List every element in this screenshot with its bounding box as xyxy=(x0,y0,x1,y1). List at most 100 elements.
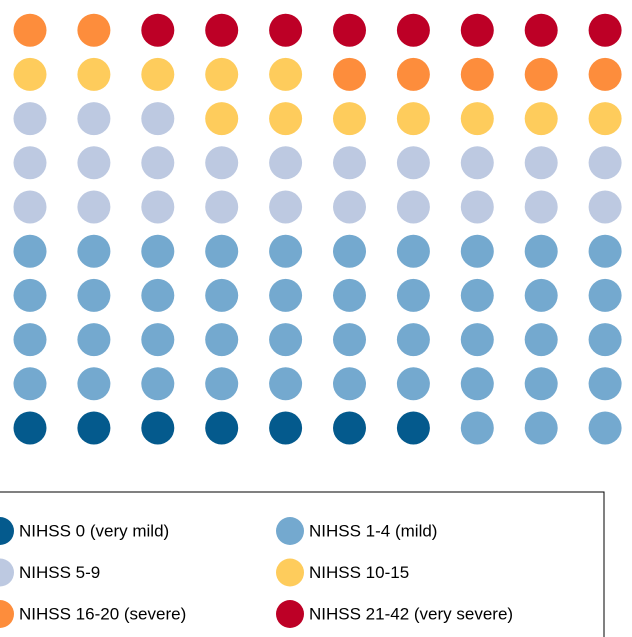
waffle-dot xyxy=(141,146,175,180)
waffle-dot xyxy=(205,102,239,136)
waffle-dot xyxy=(205,278,239,312)
waffle-dot xyxy=(205,146,239,180)
waffle-dot xyxy=(460,323,494,357)
waffle-dot xyxy=(396,367,430,401)
waffle-dot xyxy=(396,13,430,47)
waffle-dot xyxy=(524,323,558,357)
legend-swatch xyxy=(0,517,14,545)
waffle-dot xyxy=(460,190,494,224)
waffle-dot xyxy=(333,411,366,445)
waffle-dot xyxy=(77,13,111,47)
waffle-dot xyxy=(588,13,622,47)
waffle-dot xyxy=(333,57,366,91)
waffle-dot xyxy=(77,367,111,401)
waffle-dot xyxy=(269,102,303,136)
waffle-dot xyxy=(396,323,430,357)
legend-swatch xyxy=(276,558,304,587)
legend-label: NIHSS 21-42 (very severe) xyxy=(309,604,513,623)
waffle-dot xyxy=(524,146,558,180)
waffle-dot xyxy=(77,102,111,136)
waffle-dot xyxy=(396,411,430,445)
waffle-dot xyxy=(77,323,111,357)
waffle-dot xyxy=(269,278,303,312)
waffle-dot xyxy=(13,234,47,268)
waffle-dot xyxy=(588,190,622,224)
waffle-dot xyxy=(588,411,622,445)
waffle-dot xyxy=(13,323,47,357)
waffle-dot xyxy=(141,323,175,357)
waffle-dot xyxy=(13,411,47,445)
waffle-dot xyxy=(13,190,47,224)
waffle-dot xyxy=(460,102,494,136)
waffle-dot xyxy=(13,367,47,401)
waffle-dot xyxy=(588,146,622,180)
waffle-dot xyxy=(141,367,175,401)
legend-swatch xyxy=(276,517,304,545)
waffle-dot xyxy=(333,146,366,180)
waffle-dot xyxy=(333,13,366,47)
waffle-dot xyxy=(269,57,303,91)
waffle-dot xyxy=(524,411,558,445)
waffle-dot xyxy=(13,13,47,47)
waffle-dot xyxy=(269,190,303,224)
waffle-dot xyxy=(588,234,622,268)
waffle-dot xyxy=(269,234,303,268)
waffle-dot xyxy=(524,278,558,312)
waffle-dot xyxy=(333,102,366,136)
waffle-dot xyxy=(524,102,558,136)
waffle-dot xyxy=(141,13,175,47)
waffle-dot xyxy=(13,146,47,180)
waffle-dot xyxy=(13,57,47,91)
waffle-dot xyxy=(460,234,494,268)
waffle-dot xyxy=(141,411,175,445)
waffle-dot xyxy=(396,146,430,180)
waffle-dot xyxy=(269,411,303,445)
waffle-dot xyxy=(141,278,175,312)
waffle-dot xyxy=(524,367,558,401)
waffle-dot xyxy=(205,323,239,357)
waffle-dot xyxy=(524,57,558,91)
waffle-dot xyxy=(333,367,366,401)
waffle-dot xyxy=(524,13,558,47)
legend-swatch xyxy=(0,558,14,587)
waffle-dot xyxy=(77,411,111,445)
waffle-dot xyxy=(77,190,111,224)
waffle-dot xyxy=(396,102,430,136)
legend-label: NIHSS 16-20 (severe) xyxy=(19,604,186,623)
waffle-dot xyxy=(333,234,366,268)
waffle-dot xyxy=(269,323,303,357)
waffle-dot xyxy=(141,57,175,91)
waffle-dot xyxy=(460,13,494,47)
waffle-dot xyxy=(460,57,494,91)
waffle-dot xyxy=(396,234,430,268)
waffle-dot xyxy=(460,278,494,312)
waffle-dot xyxy=(13,278,47,312)
waffle-dot xyxy=(460,146,494,180)
waffle-dot xyxy=(524,190,558,224)
waffle-dot xyxy=(205,411,239,445)
waffle-dot xyxy=(205,234,239,268)
waffle-dot xyxy=(141,234,175,268)
waffle-dot xyxy=(77,146,111,180)
legend-label: NIHSS 1-4 (mild) xyxy=(309,521,437,540)
waffle-dot xyxy=(269,13,303,47)
waffle-dot xyxy=(141,190,175,224)
waffle-dot xyxy=(77,278,111,312)
waffle-dot xyxy=(205,367,239,401)
waffle-dot xyxy=(205,190,239,224)
legend-label: NIHSS 0 (very mild) xyxy=(19,521,169,540)
waffle-dot xyxy=(524,234,558,268)
waffle-dot xyxy=(460,411,494,445)
waffle-dot xyxy=(333,323,366,357)
waffle-dot xyxy=(269,146,303,180)
legend-swatch xyxy=(0,600,14,628)
waffle-dot xyxy=(77,234,111,268)
waffle-dot xyxy=(77,57,111,91)
waffle-dot xyxy=(588,367,622,401)
waffle-dot xyxy=(588,278,622,312)
waffle-dot xyxy=(396,57,430,91)
waffle-dot xyxy=(269,367,303,401)
waffle-dot xyxy=(588,57,622,91)
waffle-dot xyxy=(588,102,622,136)
